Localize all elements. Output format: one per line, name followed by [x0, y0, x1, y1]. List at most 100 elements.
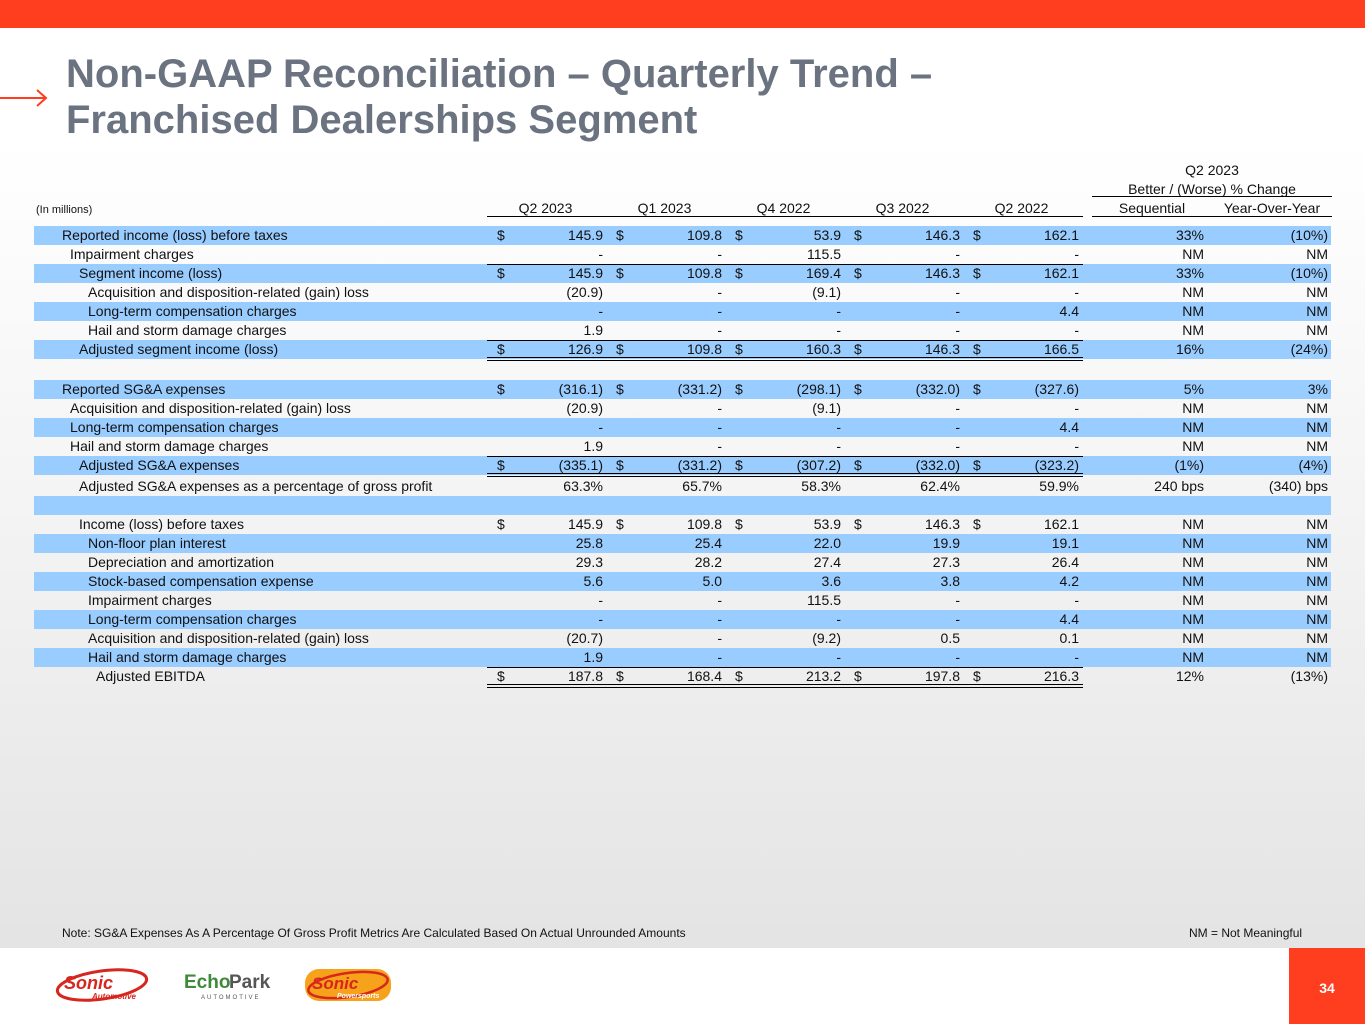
- value-cell: 19.9: [932, 535, 960, 551]
- sequential-change: NM: [1182, 246, 1204, 262]
- change-header-label: Better / (Worse) % Change: [1128, 181, 1296, 197]
- row-label: Hail and storm damage charges: [70, 438, 269, 454]
- footnote: Note: SG&A Expenses As A Percentage Of G…: [62, 926, 686, 940]
- echopark-logo: Echo Park AUTOMOTIVE: [183, 968, 275, 1002]
- value-cell: -: [1074, 246, 1079, 262]
- row-label: Acquisition and disposition-related (gai…: [70, 400, 351, 416]
- table-row: Hail and storm damage charges 1.9 - - - - NM NM: [34, 648, 1331, 667]
- table-row: Stock-based compensation expense 5.6 5.0 3.…: [34, 572, 1331, 591]
- total-double-rule: [487, 684, 1083, 688]
- yoy-change: NM: [1306, 611, 1328, 627]
- value-cell: 166.5: [1043, 341, 1079, 357]
- value-cell: -: [598, 592, 603, 608]
- row-label: Acquisition and disposition-related (gai…: [88, 284, 369, 300]
- yoy-change: NM: [1306, 535, 1328, 551]
- value-cell: (332.0): [915, 457, 960, 473]
- value-cell: 53.9: [813, 227, 841, 243]
- row-label: Non-floor plan interest: [88, 535, 226, 551]
- value-cell: -: [598, 419, 603, 435]
- currency-sign: $: [735, 668, 743, 684]
- value-cell: 162.1: [1043, 516, 1079, 532]
- value-cell: 3.6: [821, 573, 841, 589]
- table-row: Segment income (loss) $145.9 $109.8 $169.4 $…: [34, 264, 1331, 283]
- sequential-change: NM: [1182, 649, 1204, 665]
- value-cell: 58.3%: [801, 478, 841, 494]
- sequential-change: NM: [1182, 554, 1204, 570]
- value-cell: -: [836, 649, 841, 665]
- currency-sign: $: [854, 516, 862, 532]
- table-row: [34, 359, 1331, 378]
- sequential-change: NM: [1182, 630, 1204, 646]
- value-cell: -: [955, 284, 960, 300]
- row-label: Segment income (loss): [79, 265, 223, 281]
- value-cell: -: [955, 438, 960, 454]
- sequential-change: NM: [1182, 284, 1204, 300]
- value-cell: 109.8: [686, 265, 722, 281]
- value-cell: 160.3: [805, 341, 841, 357]
- currency-sign: $: [854, 457, 862, 473]
- yoy-change: NM: [1306, 630, 1328, 646]
- value-cell: -: [1074, 400, 1079, 416]
- value-cell: 115.5: [807, 592, 841, 608]
- yoy-change: (4%): [1298, 457, 1328, 473]
- column-header: Q2 2022: [994, 200, 1049, 216]
- value-cell: 115.5: [807, 246, 841, 262]
- currency-sign: $: [854, 265, 862, 281]
- value-cell: 5.6: [583, 573, 603, 589]
- subtotal-rule: [487, 456, 1083, 457]
- value-cell: (331.2): [677, 381, 722, 397]
- value-cell: 126.9: [567, 341, 603, 357]
- subtotal-rule: [487, 667, 1083, 668]
- sequential-change: NM: [1182, 438, 1204, 454]
- value-cell: 146.3: [924, 265, 960, 281]
- row-label: Impairment charges: [88, 592, 212, 608]
- table-row: Hail and storm damage charges 1.9 - - - - NM NM: [34, 321, 1331, 340]
- column-header-yoy: Year-Over-Year: [1223, 200, 1321, 216]
- echopark-word-1: Echo: [184, 972, 230, 993]
- yoy-change: (24%): [1290, 341, 1328, 357]
- value-cell: 26.4: [1051, 554, 1079, 570]
- value-cell: 19.1: [1051, 535, 1079, 551]
- sonic-automotive-word: Sonic: [64, 973, 113, 993]
- sequential-change: 16%: [1175, 341, 1204, 357]
- value-cell: (331.2): [677, 457, 722, 473]
- value-cell: -: [717, 592, 722, 608]
- currency-sign: $: [854, 381, 862, 397]
- table-row: [34, 496, 1331, 515]
- currency-sign: $: [497, 341, 505, 357]
- currency-sign: $: [735, 227, 743, 243]
- table-row: Impairment charges - - 115.5 - - NM NM: [34, 591, 1331, 610]
- change-header-rule: [1092, 196, 1332, 197]
- column-header: Q2 2023: [518, 200, 573, 216]
- table-row: Long-term compensation charges - - - - 4.4 NM N…: [34, 610, 1331, 629]
- row-label: Depreciation and amortization: [88, 554, 274, 570]
- currency-sign: $: [497, 516, 505, 532]
- value-cell: -: [1074, 284, 1079, 300]
- value-cell: 28.2: [694, 554, 722, 570]
- value-cell: -: [836, 419, 841, 435]
- value-cell: -: [955, 400, 960, 416]
- yoy-change: NM: [1306, 322, 1328, 338]
- table-row: Reported SG&A expenses $ (316.1) $ (331.2) $ (…: [34, 380, 1331, 399]
- subtotal-rule: [487, 264, 1083, 265]
- value-cell: -: [598, 246, 603, 262]
- currency-sign: $: [735, 265, 743, 281]
- value-cell: -: [1074, 592, 1079, 608]
- row-label: Long-term compensation charges: [88, 611, 297, 627]
- currency-sign: $: [735, 457, 743, 473]
- value-cell: (20.9): [566, 284, 603, 300]
- value-cell: -: [955, 246, 960, 262]
- currency-sign: $: [616, 227, 624, 243]
- sonic-powersports-logo: Sonic Powersports: [303, 966, 393, 1004]
- value-cell: 169.4: [805, 265, 841, 281]
- page-number-box: 34: [1289, 948, 1365, 1024]
- value-cell: 53.9: [813, 516, 841, 532]
- value-cell: -: [955, 592, 960, 608]
- row-label: Stock-based compensation expense: [88, 573, 314, 589]
- sonic-powersports-sub: Powersports: [337, 993, 380, 1000]
- column-header: Q3 2022: [875, 200, 930, 216]
- currency-sign: $: [616, 341, 624, 357]
- value-cell: 168.4: [686, 668, 722, 684]
- yoy-change: NM: [1306, 438, 1328, 454]
- value-cell: 1.9: [583, 438, 603, 454]
